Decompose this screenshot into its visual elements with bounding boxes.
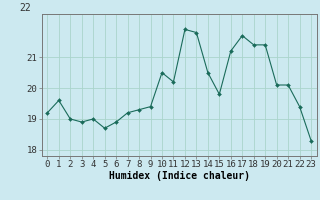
X-axis label: Humidex (Indice chaleur): Humidex (Indice chaleur) [109,171,250,181]
Text: 22: 22 [20,3,31,13]
